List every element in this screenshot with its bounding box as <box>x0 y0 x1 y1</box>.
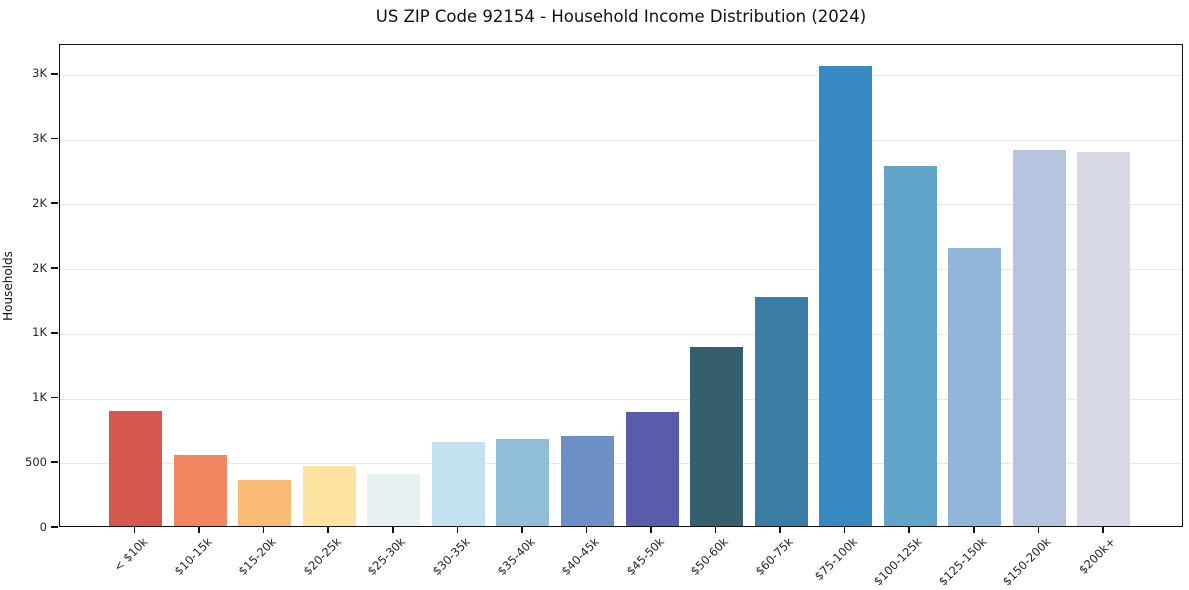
bar <box>625 412 679 526</box>
bar <box>431 441 485 526</box>
xtick-mark <box>521 527 523 533</box>
ytick-label: 2K <box>32 260 47 275</box>
ytick-mark <box>51 72 58 75</box>
xtick-mark <box>650 527 652 533</box>
bar <box>1077 151 1131 526</box>
xtick-label: $150-200k <box>1000 534 1054 589</box>
xtick-mark <box>779 527 781 533</box>
ytick-mark <box>51 267 58 269</box>
bar <box>238 480 292 526</box>
ytick-label: 1K <box>32 325 47 340</box>
ytick-mark <box>51 137 58 140</box>
xtick-mark <box>908 527 910 533</box>
ytick-label: 3K <box>32 66 47 81</box>
xtick-mark <box>972 527 975 533</box>
gridline <box>60 269 1182 271</box>
xtick-label: $200k+ <box>1076 534 1119 577</box>
ytick-mark <box>51 396 58 399</box>
ytick-mark <box>51 331 58 334</box>
xtick-mark <box>327 527 330 533</box>
xtick-label: $75-100k <box>811 534 861 584</box>
xtick-mark <box>392 527 394 533</box>
xtick-mark <box>198 527 200 533</box>
xtick-label: $10-15k <box>171 534 215 579</box>
bar <box>948 247 1002 526</box>
xtick-label: $100-125k <box>870 534 925 589</box>
bar <box>560 436 614 526</box>
gridline <box>60 333 1182 335</box>
chart-title: US ZIP Code 92154 - Household Income Dis… <box>375 7 867 26</box>
ytick-label: 2K <box>32 195 47 210</box>
gridline <box>60 463 1182 465</box>
bar <box>109 410 163 526</box>
bar <box>690 346 744 526</box>
bar <box>367 473 421 526</box>
xtick-label: $35-40k <box>493 534 538 579</box>
xtick-mark <box>585 527 588 533</box>
ytick-mark <box>51 461 58 464</box>
gridline <box>60 139 1182 141</box>
ytick-label: 1K <box>32 390 47 404</box>
gridline <box>60 204 1182 206</box>
xtick-label: $45-50k <box>623 534 667 579</box>
bar <box>1012 150 1066 526</box>
ytick-label: 3K <box>32 131 47 146</box>
bar <box>819 66 873 526</box>
xtick-mark <box>262 527 265 533</box>
xtick-label: $125-150k <box>935 534 990 589</box>
ytick-label: 0 <box>39 519 47 534</box>
ytick-mark <box>51 202 58 205</box>
xtick-label: $20-25k <box>300 534 344 579</box>
bar <box>302 465 356 526</box>
bar <box>173 454 227 526</box>
xtick-mark <box>456 527 459 533</box>
xtick-label: $15-20k <box>235 534 280 579</box>
xtick-mark <box>714 527 717 533</box>
xtick-label: $30-35k <box>429 534 473 579</box>
plot-area <box>59 44 1183 527</box>
xtick-label: $25-30k <box>364 534 409 579</box>
xtick-label: < $10k <box>110 534 151 575</box>
xtick-mark <box>1102 527 1104 533</box>
bar <box>883 166 937 526</box>
xtick-mark <box>1037 527 1040 533</box>
ytick-label: 500 <box>25 454 47 469</box>
bar <box>496 438 550 526</box>
xtick-label: $60-75k <box>752 534 796 579</box>
xtick-mark <box>843 527 846 533</box>
xtick-label: $50-60k <box>687 534 732 579</box>
xtick-label: $40-45k <box>558 534 602 579</box>
bar <box>754 297 808 526</box>
gridline <box>60 74 1182 76</box>
xtick-mark <box>133 527 136 533</box>
ytick-mark <box>51 526 58 528</box>
gridline <box>60 398 1182 400</box>
